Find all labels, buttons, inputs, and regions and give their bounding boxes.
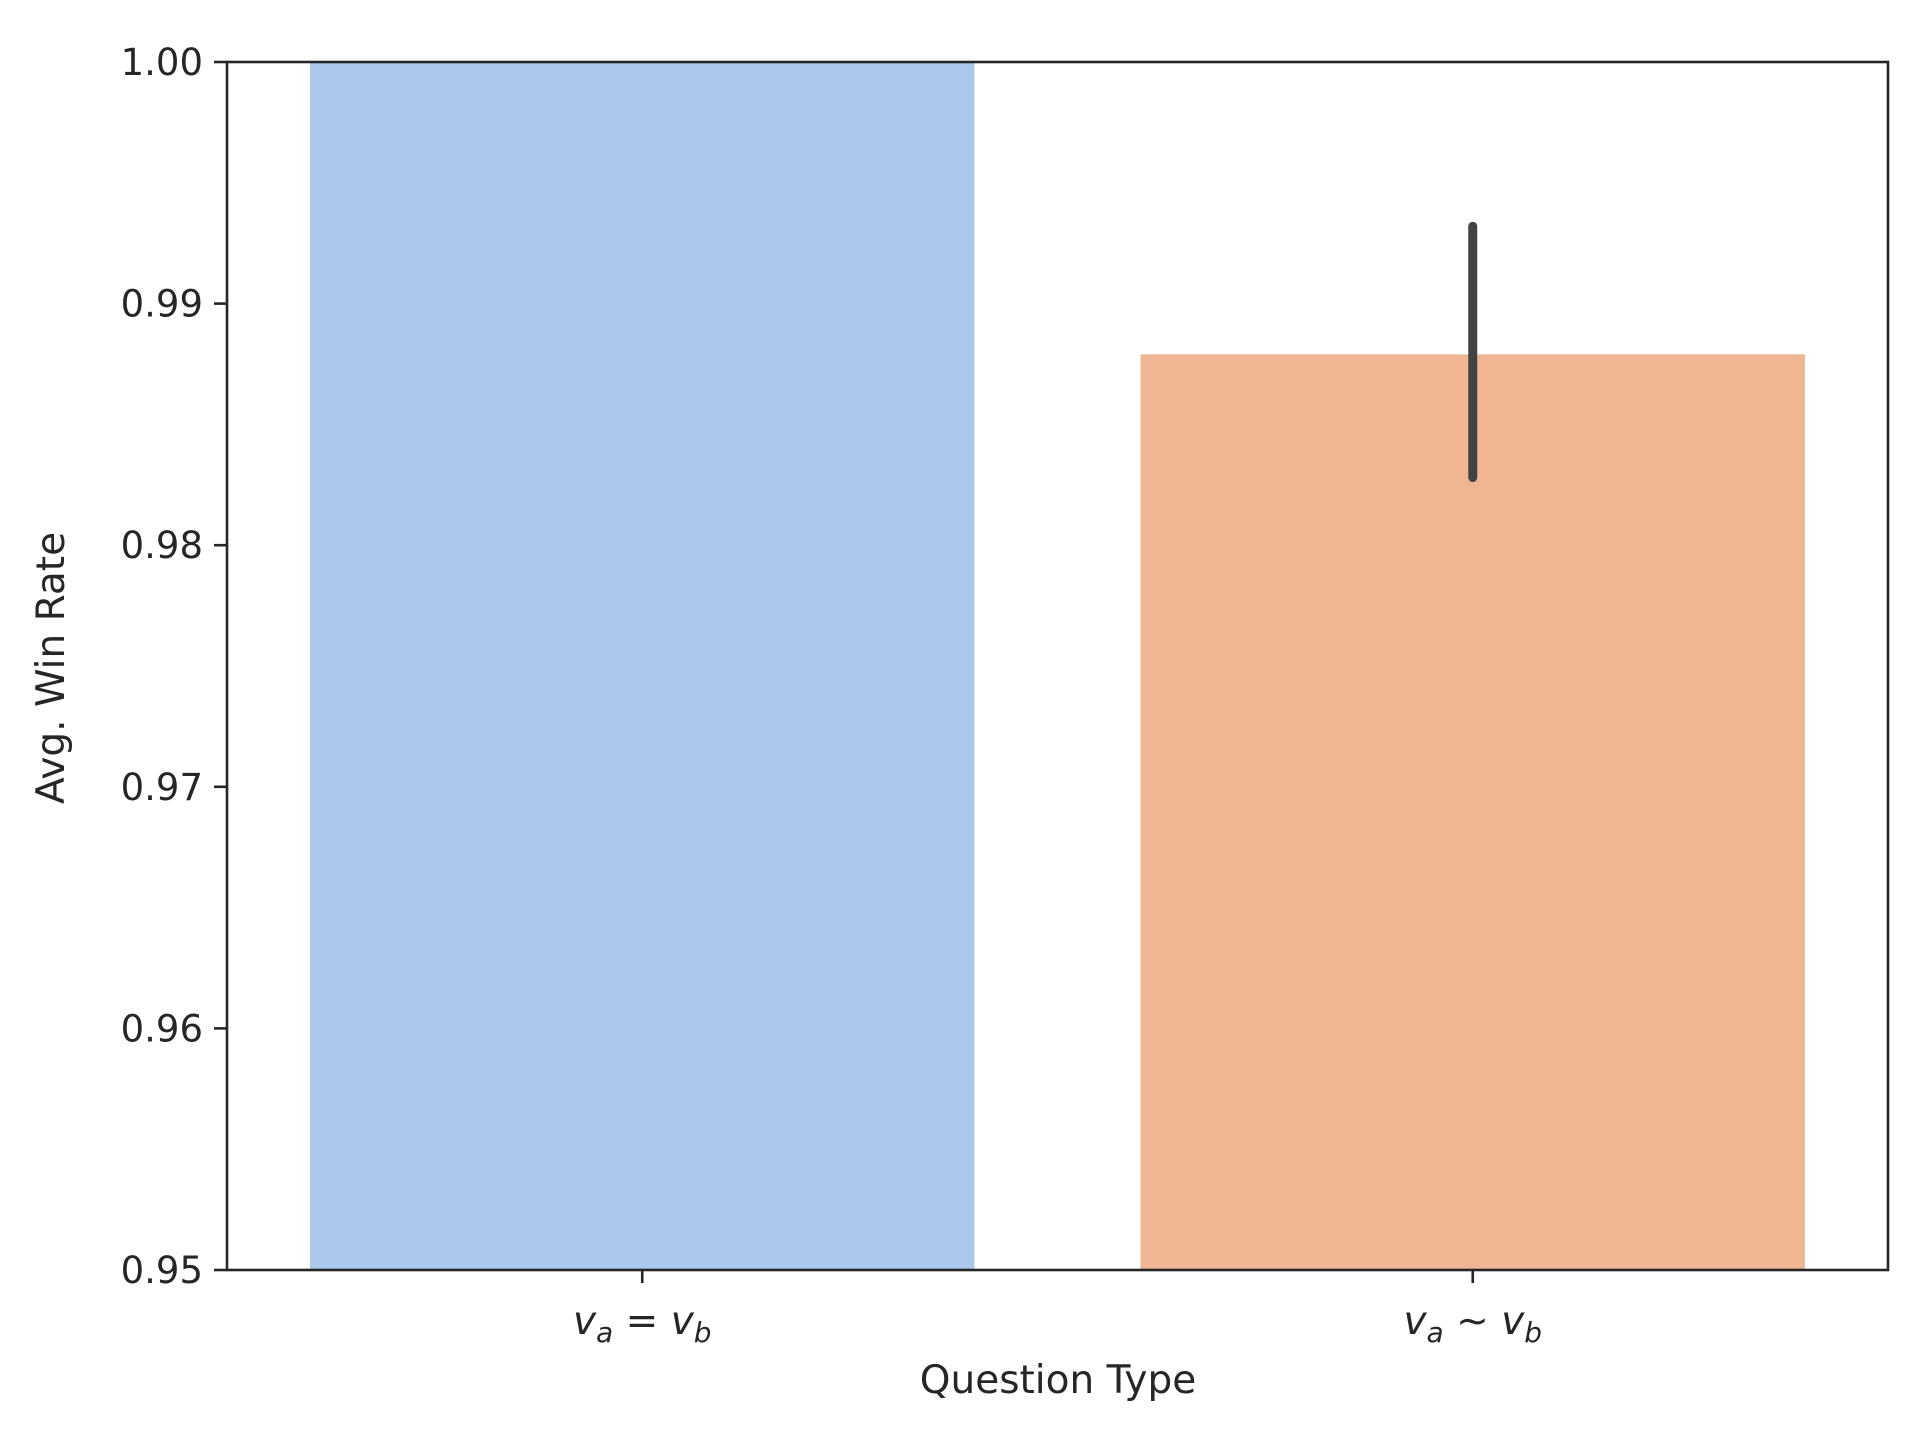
x-tick-label: va ~ vb xyxy=(1403,1299,1542,1349)
bar-2 xyxy=(1140,354,1805,1270)
bar-1 xyxy=(310,62,975,1270)
y-tick-label: 0.96 xyxy=(121,1007,203,1050)
bars xyxy=(310,62,1805,1270)
y-tick-label: 0.97 xyxy=(121,766,203,809)
y-axis-label: Avg. Win Rate xyxy=(29,532,74,804)
y-tick-label: 0.95 xyxy=(121,1249,203,1292)
y-tick-label: 0.99 xyxy=(121,283,203,326)
y-axis-ticks: 0.95 0.96 0.97 0.98 0.99 1.00 xyxy=(121,41,227,1292)
x-axis-label: Question Type xyxy=(920,1358,1196,1403)
x-axis-ticks: va = vb va ~ vb xyxy=(573,1270,1542,1349)
y-tick-label: 0.98 xyxy=(121,524,203,567)
y-tick-label: 1.00 xyxy=(121,41,203,84)
x-tick-label: va = vb xyxy=(573,1299,712,1349)
plot-frame xyxy=(225,60,1890,1272)
